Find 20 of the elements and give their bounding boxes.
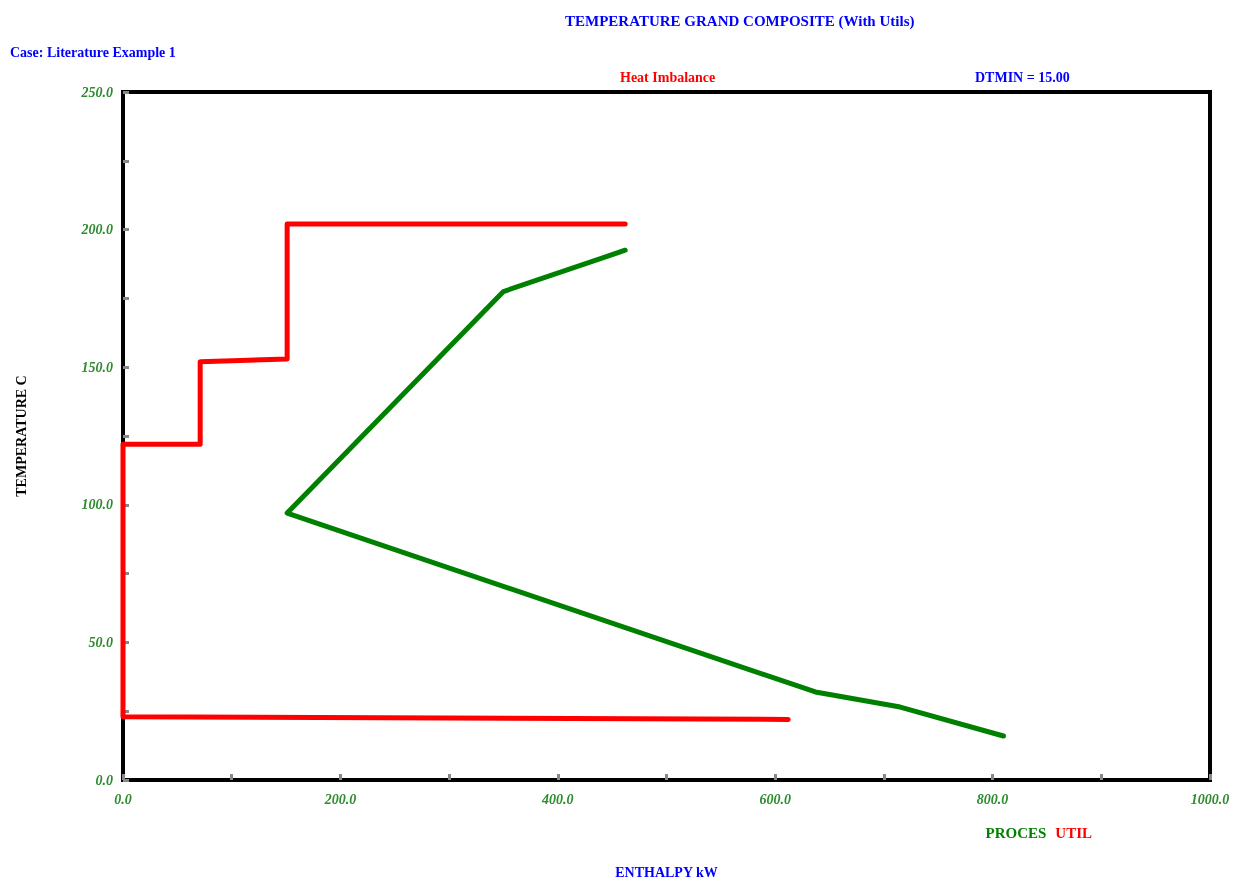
text: Heat Imbalance <box>620 69 716 85</box>
y-tick-label: 100.0 <box>81 497 113 513</box>
chart-title: TEMPERATURE GRAND COMPOSITE (With Utils) <box>565 12 915 30</box>
x-tick-label: 800.0 <box>976 791 1009 807</box>
x-axis-title: ENTHALPY kW <box>615 864 718 880</box>
y-axis-title: TEMPERATURE C <box>13 375 29 497</box>
text: PROCES <box>985 824 1047 841</box>
x-tick-label: 1000.0 <box>1190 791 1230 807</box>
x-tick-label: 200.0 <box>323 791 357 807</box>
y-tick-label: 0.0 <box>95 772 113 788</box>
y-tick-label: 50.0 <box>88 634 113 650</box>
x-tick-label: 0.0 <box>114 791 132 807</box>
y-tick-label: 150.0 <box>81 359 113 375</box>
text: Case: Literature Example 1 <box>10 44 176 60</box>
y-tick-label: 200.0 <box>80 222 113 238</box>
text: DTMIN = 15.00 <box>975 69 1070 85</box>
text: UTIL <box>1055 824 1093 841</box>
x-tick-label: 400.0 <box>541 791 574 807</box>
x-tick-label: 600.0 <box>759 791 791 807</box>
y-tick-label: 250.0 <box>80 84 113 100</box>
